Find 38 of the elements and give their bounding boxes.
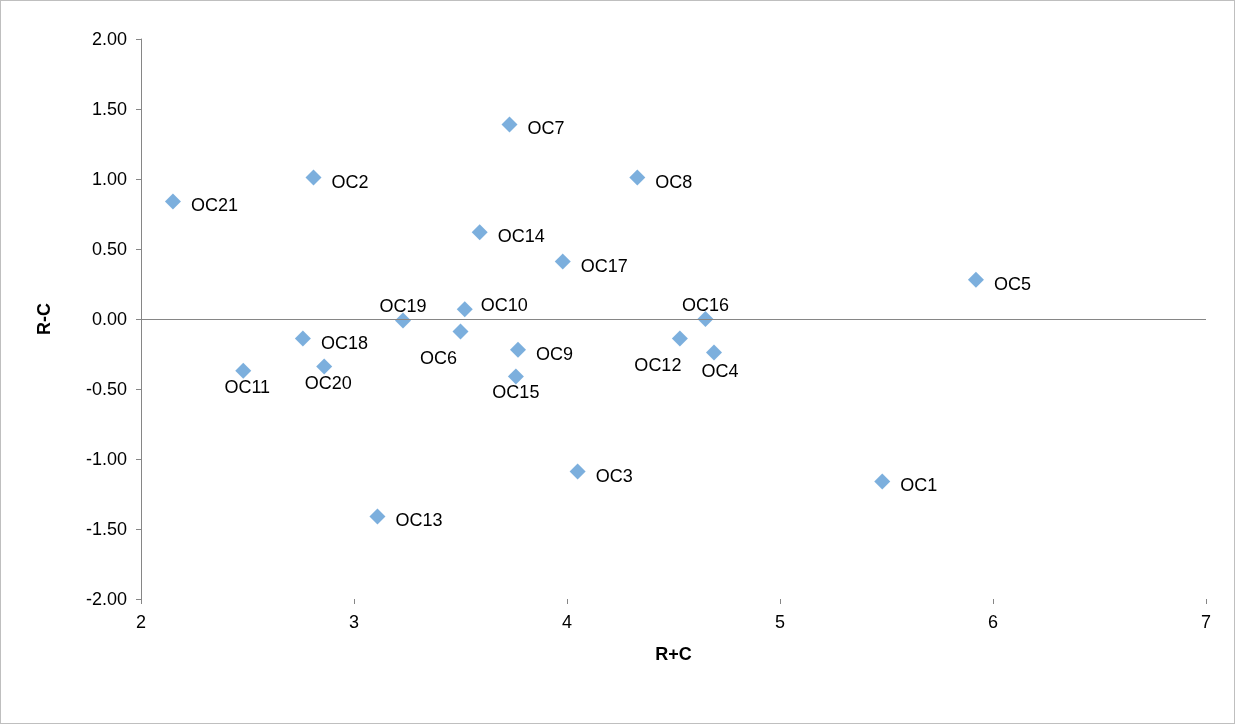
- y-axis-title: R-C: [34, 303, 54, 335]
- annotation: OC13: [395, 510, 443, 531]
- x-tick-label: 7: [1200, 612, 1212, 632]
- x-tick-label: 6: [987, 612, 999, 632]
- annotation: OC11: [224, 376, 271, 397]
- annotation: OC6: [419, 347, 458, 368]
- y-tick-label: 0.50: [91, 239, 127, 259]
- annotation: OC1: [900, 475, 938, 496]
- x-axis-title: R+C: [655, 644, 692, 664]
- annotation: OC8: [655, 171, 693, 192]
- y-tick-label: 0.00: [91, 309, 127, 329]
- annotation: OC17: [580, 255, 628, 276]
- annotation: OC3: [595, 465, 633, 486]
- y-tick-label: -1.00: [85, 449, 127, 469]
- annotation: OC21: [190, 195, 238, 216]
- annotation: OC16: [681, 295, 729, 315]
- x-tick-label: 3: [348, 612, 360, 632]
- annotation: OC5: [993, 273, 1031, 294]
- y-tick-label: 1.00: [91, 169, 127, 189]
- annotation: OC7: [527, 118, 565, 139]
- y-tick-label: 1.50: [91, 99, 127, 119]
- annotation: OC9: [536, 343, 574, 364]
- annotation: OC15: [492, 382, 540, 403]
- annotation: OC2: [331, 171, 369, 192]
- y-tick-label: -2.00: [85, 589, 127, 609]
- y-tick-label: -1.50: [85, 519, 127, 539]
- annotation: OC19: [379, 296, 427, 317]
- annotation: OC12: [634, 354, 682, 375]
- annotation: OC14: [497, 226, 545, 247]
- annotation: OC4: [701, 360, 739, 381]
- y-tick-label: 2.00: [91, 29, 127, 49]
- annotation: OC20: [304, 372, 352, 393]
- x-tick-label: 4: [561, 612, 573, 632]
- annotation: OC10: [480, 295, 528, 316]
- x-tick-label: 2: [135, 612, 147, 632]
- x-tick-label: 5: [774, 612, 786, 632]
- annotation: OC18: [320, 332, 368, 353]
- y-tick-label: -0.50: [85, 379, 127, 399]
